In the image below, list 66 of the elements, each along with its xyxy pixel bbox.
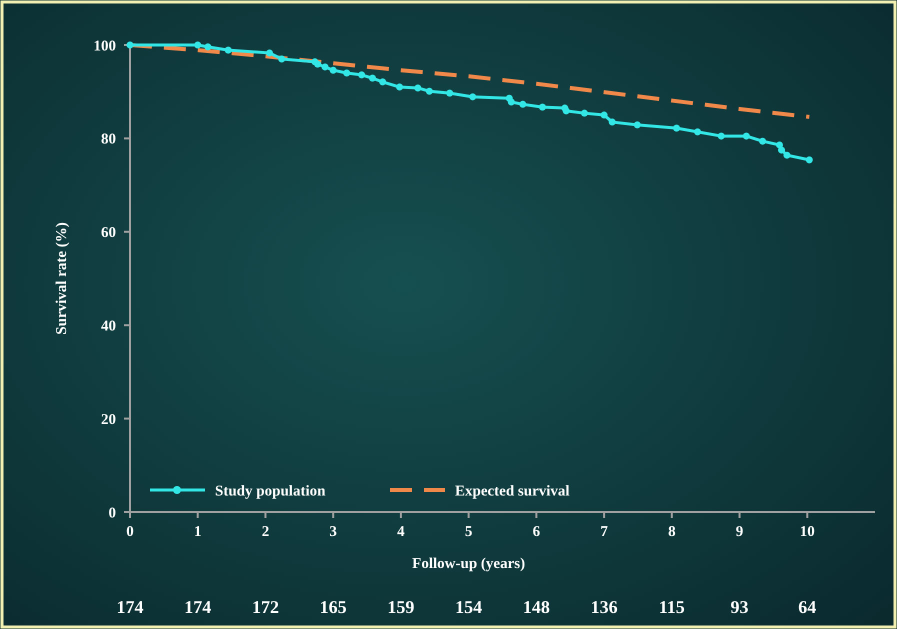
point (322, 63, 329, 70)
point (396, 84, 404, 91)
y-tick-label: 80 (101, 132, 116, 148)
point (742, 132, 750, 140)
point (718, 132, 725, 140)
text: 174 (184, 597, 212, 617)
point (414, 84, 422, 92)
x-tick-label: 10 (800, 524, 815, 540)
point (608, 118, 616, 126)
point (806, 156, 813, 164)
x-tick-label: 1 (194, 524, 202, 540)
x-tick-label: 8 (668, 524, 676, 540)
point (694, 128, 702, 136)
x-tick-label: 7 (600, 524, 608, 540)
point (126, 42, 134, 48)
point (562, 107, 570, 114)
point (368, 74, 376, 82)
point (379, 78, 386, 86)
point (580, 110, 588, 117)
y-tick-label: 40 (101, 318, 116, 334)
text: 174 (116, 597, 144, 617)
y-axis-title: Survival rate (%) (54, 222, 70, 335)
point (634, 121, 641, 128)
point (330, 66, 337, 74)
text: 64 (798, 597, 816, 617)
point (469, 93, 476, 100)
y-tick-label: 100 (94, 38, 116, 54)
point (759, 138, 766, 145)
point (224, 46, 232, 54)
text: 93 (730, 597, 749, 617)
text: 148 (522, 597, 550, 617)
point (508, 98, 515, 106)
x-tick-label: 6 (532, 524, 541, 540)
legend-label: Study population (215, 483, 326, 500)
x-axis-title: Follow-up (years) (412, 556, 526, 572)
text: 154 (455, 597, 482, 617)
x-tick-label: 3 (329, 524, 337, 540)
y-tick-label: 60 (101, 225, 116, 242)
x-tick-label: 0 (126, 524, 134, 540)
point (783, 152, 790, 159)
x-tick-label: 9 (736, 524, 744, 540)
text: 172 (252, 597, 279, 617)
point (426, 88, 433, 95)
y-tick-label: 0 (108, 505, 116, 522)
point (194, 42, 202, 48)
text: 165 (320, 597, 347, 617)
x-tick-label: 4 (397, 524, 406, 540)
text: 115 (658, 597, 685, 617)
point (343, 70, 350, 77)
point (358, 71, 366, 78)
point (519, 100, 526, 108)
x-tick-label: 5 (464, 524, 472, 540)
point (314, 60, 322, 68)
text: 159 (387, 597, 414, 617)
point (446, 90, 454, 97)
point (778, 146, 786, 154)
point (600, 112, 608, 119)
point (278, 56, 286, 63)
point (673, 124, 680, 132)
point (266, 49, 274, 56)
x-tick-label: 2 (262, 524, 270, 540)
legend-label: Expected survival (455, 483, 570, 500)
point (204, 43, 212, 50)
y-tick-label: 20 (101, 412, 116, 428)
point (538, 104, 546, 111)
text: 136 (590, 597, 618, 617)
